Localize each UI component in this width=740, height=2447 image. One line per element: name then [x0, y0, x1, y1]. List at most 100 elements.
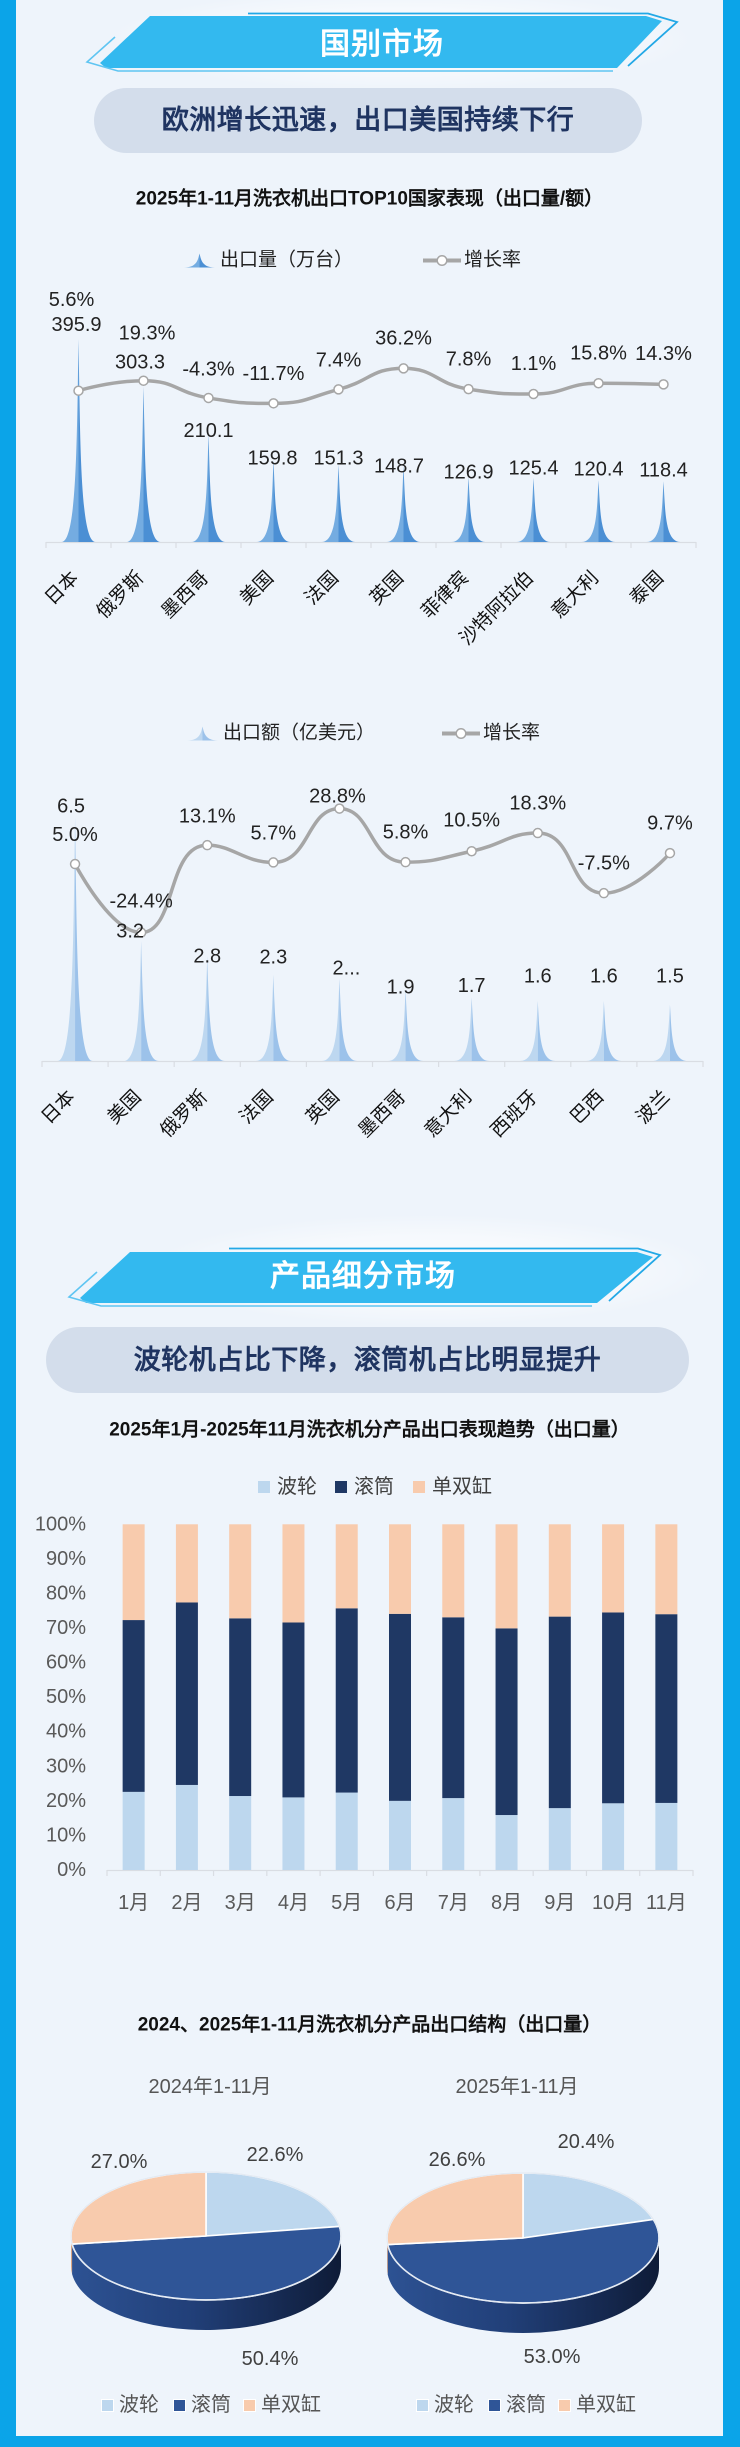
bar-segment: [175, 1524, 198, 1603]
pie-slice-label: 53.0%: [524, 2346, 581, 2368]
spike-bar-right-face: [598, 480, 616, 542]
y-axis-tick-label: 80%: [46, 1582, 86, 1604]
bar-segment: [389, 1524, 411, 1614]
spike-bar-left-face: [520, 1001, 538, 1061]
legend-label: 单双缸: [432, 1476, 492, 1498]
spike-bar: [123, 941, 159, 1061]
x-axis: [106, 1869, 694, 1876]
legend-swatch: [258, 1481, 270, 1493]
growth-rate-label: 5.7%: [251, 822, 297, 844]
legend-swatch: [558, 2398, 571, 2412]
spike-bar-left-face: [386, 465, 404, 542]
bar-value-label: 148.7: [374, 456, 424, 478]
bar-segment: [548, 1808, 571, 1870]
x-axis-label: 意大利: [420, 1086, 476, 1142]
spike-bar: [57, 817, 93, 1061]
spike-bar-right-face: [78, 338, 96, 542]
growth-rate-label: -24.4%: [109, 891, 173, 913]
line-marker-icon: [466, 845, 477, 857]
growth-rate-label: 28.8%: [309, 786, 366, 808]
growth-rate-label: 5.8%: [383, 822, 429, 844]
spike-bar-left-face: [586, 1001, 604, 1061]
stacked-bar: [335, 1524, 358, 1870]
spike-bar-left-face: [255, 974, 274, 1061]
headline-text: 波轮机占比下降，滚筒机占比明显提升: [133, 1344, 602, 1375]
spike-bar-left-face: [516, 477, 534, 542]
growth-rate-label: 18.3%: [509, 792, 566, 814]
spike-bar-left-face: [123, 941, 142, 1061]
spike-bar-series: [61, 338, 681, 542]
spike-bar: [516, 477, 551, 542]
spike-bar: [321, 978, 357, 1061]
spike-bar-right-face: [403, 465, 421, 542]
bar-segment: [548, 1524, 571, 1617]
spike-bar: [586, 1001, 622, 1061]
spike-legend-icon: [187, 726, 218, 740]
data-labels: 395.9 303.3 210.1 159.8 151.3 148.7 126.9 125.4…: [49, 289, 692, 483]
legend-swatch: [416, 2398, 429, 2412]
x-axis-label: 法国: [235, 1086, 277, 1128]
spike-bar: [451, 476, 486, 542]
spike-bar-left-face: [189, 956, 208, 1061]
data-labels: 6.5 3.2 2.8 2.3 2... 1.9 1.7 1.6 1.6 1.5 5.0% -24.4…: [52, 786, 693, 999]
y-axis-tick-label: 70%: [46, 1617, 86, 1639]
growth-rate-label: 7.4%: [316, 350, 362, 372]
spike-bar-left-face: [256, 460, 274, 542]
headline-text: 欧洲增长迅速，出口美国持续下行: [161, 105, 575, 135]
pie-legend-item-drum: 滚筒: [488, 2395, 546, 2415]
bar-segment: [602, 1524, 625, 1613]
spike-bar: [321, 464, 356, 542]
x-axis-label: 巴西: [567, 1087, 609, 1129]
bar-segment: [122, 1791, 145, 1870]
spike-bar-right-face: [339, 978, 357, 1061]
banner-outline: [85, 36, 613, 72]
legend-swatch: [335, 1481, 347, 1493]
growth-rate-label: -4.3%: [182, 358, 234, 380]
spike-bar: [126, 386, 161, 542]
x-axis-label: 俄罗斯: [156, 1086, 212, 1142]
stacked-bar-series: [122, 1524, 678, 1870]
bar-segment: [122, 1620, 145, 1792]
legend-swatch: [101, 2398, 114, 2412]
frame-border-bottom: [0, 2436, 740, 2447]
x-axis-label: 日本: [40, 567, 82, 609]
legend-label: 波轮: [434, 2394, 474, 2416]
x-axis-label: 俄罗斯: [92, 567, 148, 623]
spike-legend-icon: [184, 253, 215, 267]
y-axis-tick-label: 10%: [46, 1824, 86, 1846]
spike-bar-left-face: [454, 997, 472, 1061]
x-axis-label: 意大利: [547, 567, 603, 623]
spike-bar-right-face: [208, 434, 226, 542]
bar-value-label: 6.5: [57, 796, 85, 818]
x-axis-label: 9月: [544, 1892, 575, 1914]
bar-segment: [495, 1628, 518, 1816]
product-trend-stacked-bar-chart: 0% 10% 20% 30% 40% 50% 60% 70% 80% 90% 100% 1月 2月 3月 4…: [35, 1513, 694, 1914]
bar-value-label: 1.6: [590, 966, 618, 988]
bar-segment: [175, 1784, 198, 1870]
x-axis-label: 菲律宾: [417, 567, 473, 623]
section-title: 国别市场: [320, 28, 444, 61]
pie-slice-label: 22.6%: [247, 2144, 304, 2166]
stacked-bar: [229, 1524, 252, 1870]
line-marker-icon: [69, 858, 81, 870]
x-axis-label: 6月: [384, 1892, 415, 1914]
x-axis: [45, 541, 697, 548]
growth-rate-label: 1.1%: [511, 353, 557, 375]
growth-rate-label: 5.0%: [52, 824, 98, 846]
bar-value-label: 118.4: [639, 460, 688, 482]
spike-bar-left-face: [57, 817, 76, 1061]
spike-bar-right-face: [273, 460, 291, 542]
x-axis-label: 4月: [278, 1892, 309, 1914]
y-axis-tick-label: 90%: [46, 1548, 86, 1570]
y-axis-tick-label: 60%: [46, 1652, 86, 1674]
bar-segment: [229, 1524, 252, 1619]
legend-swatch: [243, 2398, 256, 2412]
pie-3d-2024: 22.6% 50.4% 27.0%: [70, 2144, 342, 2370]
legend-label: 单双缸: [576, 2394, 636, 2416]
banner-outline: [67, 1271, 592, 1307]
bar-segment: [655, 1802, 678, 1870]
export-value-growth-chart: 6.5 3.2 2.8 2.3 2... 1.9 1.7 1.6 1.6 1.5 5.0% -24.4…: [37, 786, 704, 1142]
x-axis-label: 日本: [37, 1086, 79, 1128]
x-axis-label: 3月: [225, 1892, 256, 1914]
line-marker-icon: [73, 385, 84, 396]
